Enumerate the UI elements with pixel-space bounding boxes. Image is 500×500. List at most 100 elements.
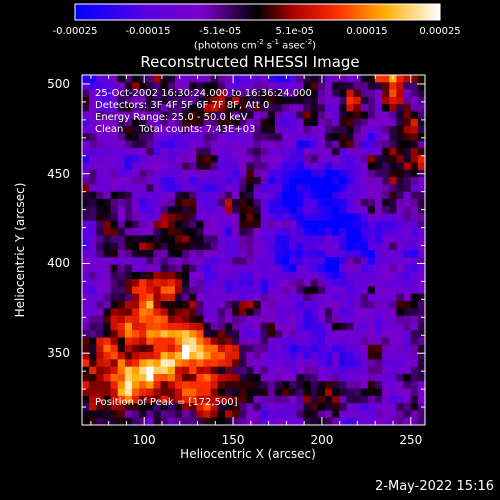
heatmap-cell bbox=[89, 140, 97, 149]
heatmap-cell bbox=[174, 213, 183, 222]
heatmap-cell bbox=[110, 330, 119, 339]
heatmap-cell bbox=[117, 162, 126, 171]
heatmap-cell bbox=[360, 264, 369, 273]
x-tick-label: 150 bbox=[221, 433, 245, 447]
heatmap-cell bbox=[332, 250, 340, 258]
heatmap-cell bbox=[103, 330, 112, 339]
heatmap-cell bbox=[403, 344, 412, 353]
heatmap-cell bbox=[110, 89, 119, 98]
heatmap-cell bbox=[203, 403, 212, 412]
heatmap-cell bbox=[274, 147, 283, 156]
heatmap-cell bbox=[410, 308, 419, 317]
heatmap-cell bbox=[303, 206, 312, 215]
heatmap-cell bbox=[339, 344, 347, 353]
heatmap-cell bbox=[310, 169, 319, 178]
heatmap-cell bbox=[339, 308, 347, 317]
heatmap-cell bbox=[174, 344, 183, 353]
heatmap-cell bbox=[367, 133, 376, 142]
heatmap-cell bbox=[89, 155, 97, 164]
heatmap-cell bbox=[246, 337, 255, 346]
heatmap-cell bbox=[182, 220, 190, 229]
heatmap-cell bbox=[324, 177, 333, 185]
heatmap-cell bbox=[346, 315, 355, 324]
heatmap-cell bbox=[196, 140, 205, 149]
heatmap-cell bbox=[82, 388, 90, 397]
heatmap-cell bbox=[196, 118, 205, 127]
heatmap-cell bbox=[160, 293, 169, 302]
heatmap-cell bbox=[146, 403, 155, 412]
heatmap-cell bbox=[103, 220, 112, 229]
heatmap-cell bbox=[239, 359, 247, 368]
heatmap-cell bbox=[267, 388, 276, 397]
heatmap-cell bbox=[174, 147, 183, 156]
heatmap-cell bbox=[374, 96, 383, 105]
heatmap-cell bbox=[103, 169, 112, 178]
heatmap-cell bbox=[289, 388, 297, 397]
heatmap-cell bbox=[332, 213, 340, 222]
heatmap-cell bbox=[210, 147, 219, 156]
heatmap-cell bbox=[410, 118, 419, 127]
heatmap-cell bbox=[332, 417, 340, 426]
heatmap-cell bbox=[217, 271, 226, 280]
heatmap-cell bbox=[289, 177, 297, 185]
heatmap-cell bbox=[253, 220, 262, 229]
heatmap-cell bbox=[139, 264, 147, 273]
heatmap-cell bbox=[124, 286, 133, 295]
heatmap-cell bbox=[389, 293, 398, 302]
heatmap-cell bbox=[382, 257, 390, 266]
heatmap-cell bbox=[353, 286, 362, 295]
heatmap-cell bbox=[189, 366, 197, 375]
heatmap-cell bbox=[210, 104, 219, 113]
heatmap-cell bbox=[260, 301, 269, 309]
heatmap-cell bbox=[132, 359, 140, 368]
heatmap-cell bbox=[196, 264, 205, 273]
heatmap-cell bbox=[396, 147, 405, 156]
heatmap-cell bbox=[353, 308, 362, 317]
heatmap-cell bbox=[346, 104, 355, 113]
heatmap-cell bbox=[296, 89, 305, 98]
heatmap-cell bbox=[167, 359, 176, 368]
heatmap-cell bbox=[96, 155, 105, 164]
heatmap-cell bbox=[324, 155, 333, 164]
heatmap-cell bbox=[117, 322, 126, 331]
heatmap-cell bbox=[239, 96, 247, 105]
heatmap-cell bbox=[367, 177, 376, 185]
heatmap-cell bbox=[110, 359, 119, 368]
heatmap-cell bbox=[196, 75, 205, 83]
heatmap-cell bbox=[360, 198, 369, 207]
heatmap-cell bbox=[132, 330, 140, 339]
heatmap-cell bbox=[296, 403, 305, 412]
heatmap-cell bbox=[96, 366, 105, 375]
heatmap-cell bbox=[82, 279, 90, 288]
heatmap-cell bbox=[274, 220, 283, 229]
heatmap-cell bbox=[217, 126, 226, 134]
heatmap-cell bbox=[82, 373, 90, 382]
heatmap-cell bbox=[82, 228, 90, 237]
heatmap-cell bbox=[224, 286, 233, 295]
heatmap-cell bbox=[217, 155, 226, 164]
heatmap-cell bbox=[310, 206, 319, 215]
heatmap-cell bbox=[117, 381, 126, 390]
heatmap-cell bbox=[117, 198, 126, 207]
heatmap-cell bbox=[239, 271, 247, 280]
heatmap-cell bbox=[317, 264, 326, 273]
heatmap-cell bbox=[367, 213, 376, 222]
heatmap-cell bbox=[303, 330, 312, 339]
heatmap-cell bbox=[153, 126, 162, 134]
heatmap-cell bbox=[103, 301, 112, 309]
heatmap-cell bbox=[132, 250, 140, 258]
heatmap-cell bbox=[389, 308, 398, 317]
heatmap-cell bbox=[232, 279, 240, 288]
heatmap-cell bbox=[360, 322, 369, 331]
heatmap-cell bbox=[103, 184, 112, 193]
heatmap-cell bbox=[174, 301, 183, 309]
heatmap-cell bbox=[267, 301, 276, 309]
heatmap-cell bbox=[146, 162, 155, 171]
heatmap-cell bbox=[239, 330, 247, 339]
heatmap-cell bbox=[339, 337, 347, 346]
heatmap-cell bbox=[382, 337, 390, 346]
heatmap-cell bbox=[296, 344, 305, 353]
heatmap-cell bbox=[110, 169, 119, 178]
heatmap-cell bbox=[89, 315, 97, 324]
heatmap-cell bbox=[146, 250, 155, 258]
